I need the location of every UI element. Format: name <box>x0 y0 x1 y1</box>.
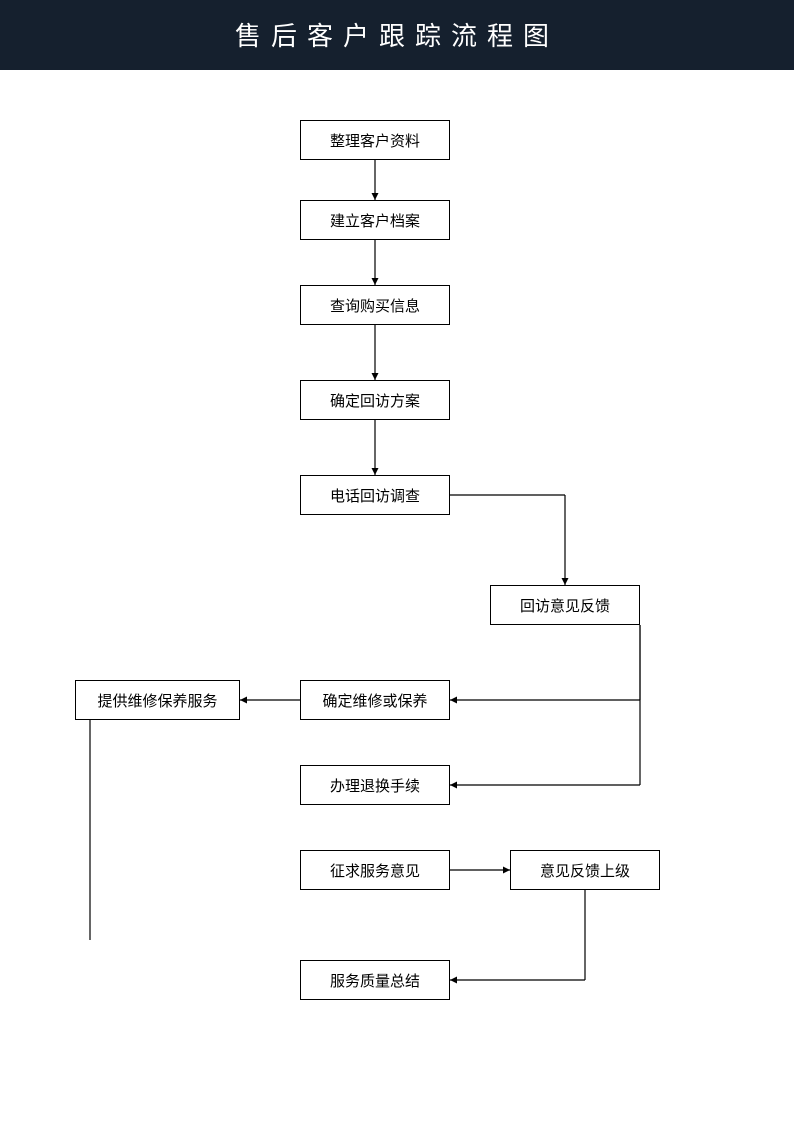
flowchart-node: 确定回访方案 <box>300 380 450 420</box>
flowchart-node: 意见反馈上级 <box>510 850 660 890</box>
flowchart-node: 征求服务意见 <box>300 850 450 890</box>
flowchart-node: 电话回访调查 <box>300 475 450 515</box>
flowchart-canvas: 整理客户资料建立客户档案查询购买信息确定回访方案电话回访调查回访意见反馈确定维修… <box>0 70 794 1123</box>
header: 售后客户跟踪流程图 <box>0 0 794 70</box>
flowchart-node: 查询购买信息 <box>300 285 450 325</box>
flowchart-node: 提供维修保养服务 <box>75 680 240 720</box>
flowchart-node: 建立客户档案 <box>300 200 450 240</box>
flowchart-node: 确定维修或保养 <box>300 680 450 720</box>
flowchart-node: 回访意见反馈 <box>490 585 640 625</box>
flowchart-node: 整理客户资料 <box>300 120 450 160</box>
flowchart-node: 办理退换手续 <box>300 765 450 805</box>
page-title: 售后客户跟踪流程图 <box>235 16 559 53</box>
flowchart-node: 服务质量总结 <box>300 960 450 1000</box>
